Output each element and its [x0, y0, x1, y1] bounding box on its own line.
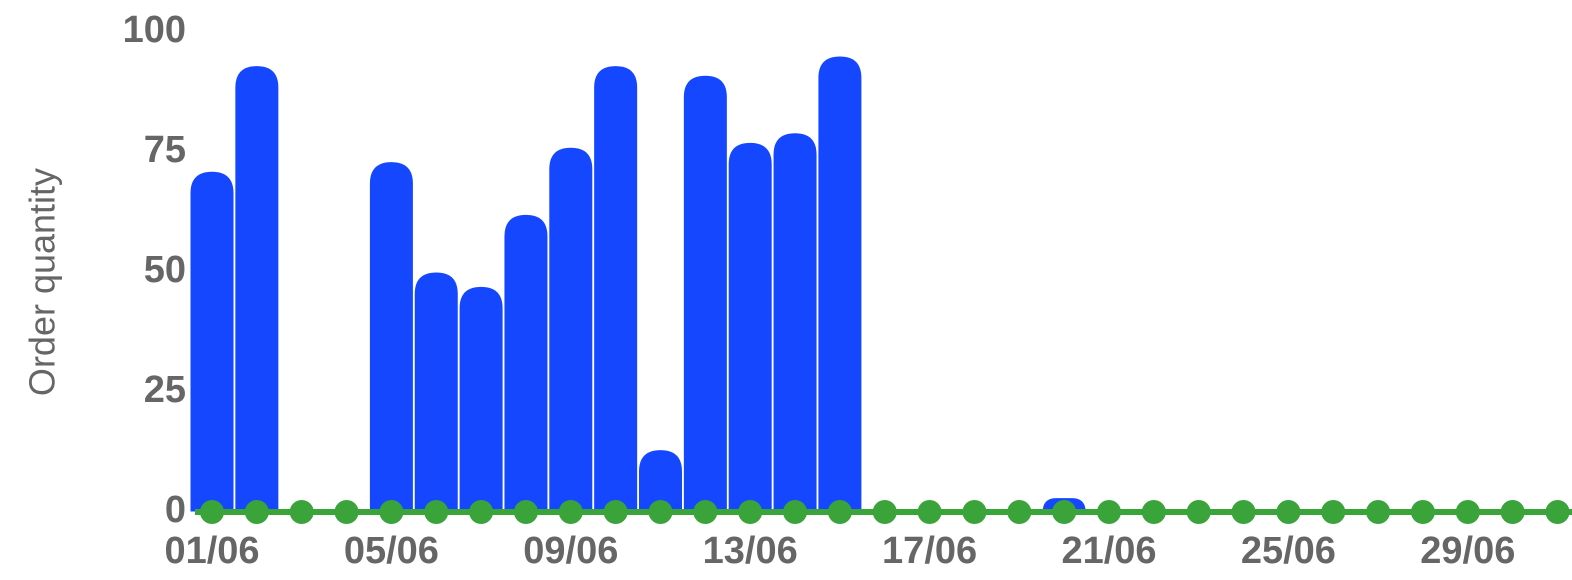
bar [727, 141, 773, 513]
line-point [693, 500, 718, 524]
line-point [289, 500, 314, 524]
x-tick-label: 13/06 [703, 530, 798, 572]
line-point [513, 500, 538, 524]
line-point [1231, 500, 1256, 524]
bar [234, 65, 280, 513]
line-point [334, 500, 359, 524]
line-point [1052, 500, 1077, 524]
line-point [872, 500, 897, 524]
y-axis-title: Order quantity [22, 168, 63, 396]
line-point [1410, 500, 1435, 524]
y-tick-label: 25 [144, 369, 186, 411]
line-point [827, 500, 852, 524]
line-point [783, 500, 808, 524]
x-tick-label: 01/06 [164, 530, 259, 572]
line-point [917, 500, 942, 524]
line-point [1007, 500, 1032, 524]
y-tick-label: 50 [144, 249, 186, 291]
line-point [244, 500, 269, 524]
line-point [603, 500, 628, 524]
bar [368, 161, 414, 513]
line-point [1276, 500, 1301, 524]
x-tick-label: 09/06 [523, 530, 618, 572]
line-point [469, 500, 494, 524]
line-point [1500, 500, 1525, 524]
line-point [200, 500, 224, 524]
line-point [1366, 500, 1391, 524]
bar [458, 285, 504, 513]
y-tick-label: 0 [165, 489, 186, 531]
bar [772, 132, 818, 513]
bar [593, 65, 639, 513]
line-point [1097, 500, 1121, 524]
bar [189, 170, 235, 513]
bar [503, 213, 549, 513]
line-point [1455, 500, 1480, 524]
line-point [738, 500, 763, 524]
y-tick-label: 100 [123, 9, 186, 51]
line-point [1141, 500, 1166, 524]
x-tick-label: 21/06 [1061, 530, 1156, 572]
line-point [424, 500, 449, 524]
bar [682, 74, 728, 513]
y-tick-label: 75 [144, 129, 186, 171]
bar [548, 146, 594, 513]
line-point [1545, 500, 1570, 524]
bar [413, 271, 459, 513]
line-point [962, 500, 987, 524]
bar [817, 55, 863, 513]
x-tick-label: 17/06 [882, 530, 977, 572]
line-point [379, 500, 404, 524]
line-point [1186, 500, 1211, 524]
x-tick-label: 29/06 [1420, 530, 1515, 572]
line-point [1321, 500, 1346, 524]
x-tick-label: 05/06 [344, 530, 439, 572]
line-point [648, 500, 673, 524]
bar [638, 449, 683, 513]
x-tick-label: 25/06 [1241, 530, 1336, 572]
line-point [558, 500, 583, 524]
